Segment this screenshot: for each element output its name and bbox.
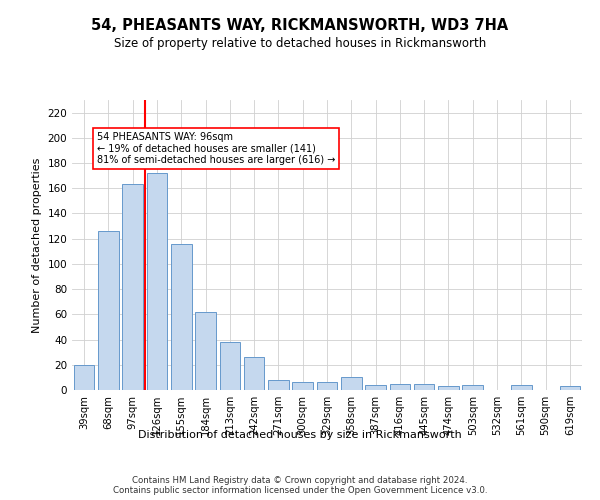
- Bar: [414, 384, 434, 390]
- Bar: [74, 365, 94, 390]
- Bar: [317, 382, 337, 390]
- Text: Contains HM Land Registry data © Crown copyright and database right 2024.
Contai: Contains HM Land Registry data © Crown c…: [113, 476, 487, 495]
- Text: 54 PHEASANTS WAY: 96sqm
← 19% of detached houses are smaller (141)
81% of semi-d: 54 PHEASANTS WAY: 96sqm ← 19% of detache…: [97, 132, 335, 164]
- Bar: [341, 378, 362, 390]
- Bar: [511, 385, 532, 390]
- Text: Size of property relative to detached houses in Rickmansworth: Size of property relative to detached ho…: [114, 38, 486, 51]
- Bar: [220, 342, 240, 390]
- Bar: [560, 386, 580, 390]
- Bar: [146, 173, 167, 390]
- Bar: [171, 244, 191, 390]
- Bar: [195, 312, 216, 390]
- Y-axis label: Number of detached properties: Number of detached properties: [32, 158, 42, 332]
- Bar: [365, 385, 386, 390]
- Bar: [98, 231, 119, 390]
- Bar: [122, 184, 143, 390]
- Bar: [463, 385, 483, 390]
- Bar: [268, 380, 289, 390]
- Bar: [292, 382, 313, 390]
- Bar: [438, 386, 459, 390]
- Bar: [389, 384, 410, 390]
- Text: Distribution of detached houses by size in Rickmansworth: Distribution of detached houses by size …: [138, 430, 462, 440]
- Text: 54, PHEASANTS WAY, RICKMANSWORTH, WD3 7HA: 54, PHEASANTS WAY, RICKMANSWORTH, WD3 7H…: [91, 18, 509, 32]
- Bar: [244, 357, 265, 390]
